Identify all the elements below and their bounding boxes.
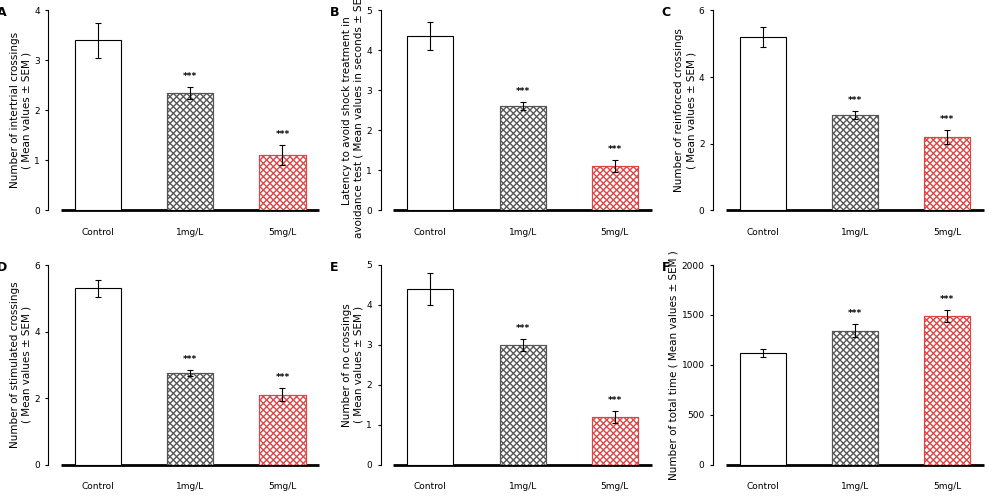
Bar <box>591 417 637 465</box>
Text: ***: *** <box>847 96 862 105</box>
Bar <box>75 40 121 210</box>
Text: E: E <box>329 261 338 274</box>
Bar <box>259 155 305 210</box>
Bar <box>831 331 878 465</box>
Text: ***: *** <box>183 72 198 81</box>
Bar <box>166 373 213 465</box>
Bar <box>499 106 545 210</box>
Text: ***: *** <box>515 87 530 96</box>
Text: ***: *** <box>515 324 530 333</box>
Bar <box>923 316 969 465</box>
Bar <box>739 37 785 210</box>
Bar <box>591 166 637 210</box>
Text: ***: *** <box>607 396 621 405</box>
Text: A: A <box>0 6 7 19</box>
Bar <box>166 93 213 210</box>
Bar <box>259 395 305 465</box>
Text: C: C <box>661 6 670 19</box>
Bar <box>499 345 545 465</box>
Bar <box>591 417 637 465</box>
Bar <box>831 115 878 210</box>
Text: ***: *** <box>275 130 289 139</box>
Y-axis label: Number of total time ( Mean values ± SEM ): Number of total time ( Mean values ± SEM… <box>668 250 678 480</box>
Y-axis label: Number of stimulated crossings
( Mean values ± SEM ): Number of stimulated crossings ( Mean va… <box>10 281 31 448</box>
Text: F: F <box>661 261 670 274</box>
Bar <box>923 137 969 210</box>
Y-axis label: Number of reinforced crossings
( Mean values ± SEM ): Number of reinforced crossings ( Mean va… <box>674 28 695 192</box>
Text: ***: *** <box>607 145 621 154</box>
Bar <box>407 289 453 465</box>
Text: ***: *** <box>183 355 198 364</box>
Bar <box>923 316 969 465</box>
Text: D: D <box>0 261 7 274</box>
Bar <box>499 345 545 465</box>
Text: ***: *** <box>275 373 289 382</box>
Bar <box>259 395 305 465</box>
Y-axis label: Number of intertrial crossings
( Mean values ± SEM ): Number of intertrial crossings ( Mean va… <box>10 32 31 188</box>
Y-axis label: Number of no crossings
( Mean values ± SEM ): Number of no crossings ( Mean values ± S… <box>342 303 363 427</box>
Bar <box>75 288 121 465</box>
Text: ***: *** <box>939 295 954 304</box>
Text: ***: *** <box>939 115 954 124</box>
Bar <box>166 93 213 210</box>
Bar <box>591 166 637 210</box>
Bar <box>499 106 545 210</box>
Bar <box>831 331 878 465</box>
Bar <box>831 115 878 210</box>
Bar <box>739 353 785 465</box>
Bar <box>407 36 453 210</box>
Bar <box>166 373 213 465</box>
Text: B: B <box>329 6 339 19</box>
Bar <box>923 137 969 210</box>
Bar <box>259 155 305 210</box>
Text: ***: *** <box>847 309 862 318</box>
Y-axis label: Latency to avoid shock treatment in
avoidance test ( Mean values in seconds ± SE: Latency to avoid shock treatment in avoi… <box>342 0 363 239</box>
